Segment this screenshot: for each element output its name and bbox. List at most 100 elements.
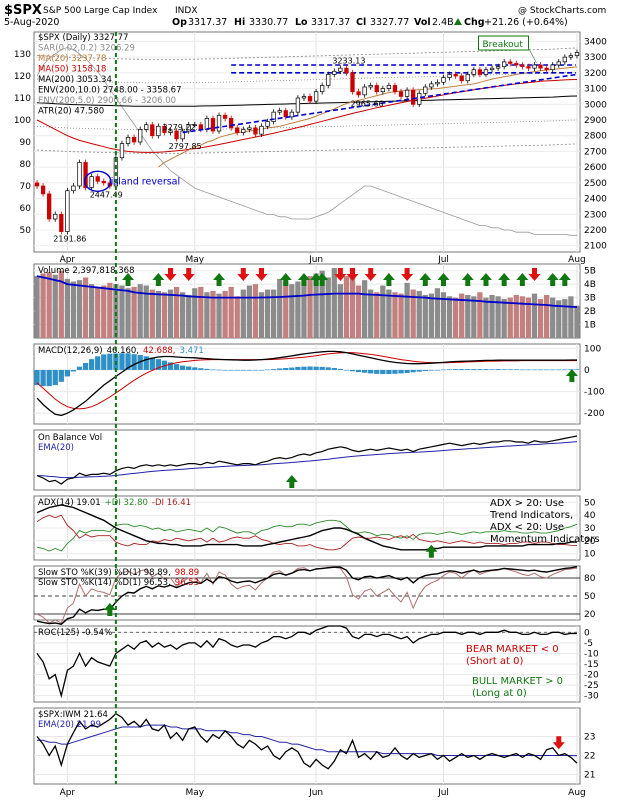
macd-legend-2: 42.688, xyxy=(143,346,175,356)
candle-body xyxy=(562,56,567,63)
atr-tick-label-4: 90 xyxy=(20,138,32,148)
price-legend-7: ATR(20) 47.580 xyxy=(38,107,104,117)
volume-bar xyxy=(343,276,350,338)
roc-tick-label-4: -20 xyxy=(584,671,599,681)
vol-value: 2.4B xyxy=(432,17,454,28)
ratio-tick-label-2: 23 xyxy=(584,733,595,743)
atr-tick-label-6: 110 xyxy=(14,94,31,104)
candle-body xyxy=(435,81,440,85)
volume-bar xyxy=(392,292,398,338)
macd-line xyxy=(36,350,577,417)
macd-hist-bar xyxy=(252,369,259,371)
bottom-month-label-4: Aug xyxy=(568,788,586,798)
price-legend-6: ENV(200,5.0) 2900.66 - 3206.00 xyxy=(38,96,176,106)
candle-body xyxy=(465,74,470,82)
up-triangle-icon xyxy=(454,18,462,25)
macd-signal-line xyxy=(36,352,577,410)
month-label-1: May xyxy=(185,255,204,265)
macd-hist-bar xyxy=(149,357,155,370)
candle-body xyxy=(441,77,446,83)
price-panel xyxy=(33,31,581,253)
volume-arrow-0 xyxy=(122,273,135,286)
candle-body xyxy=(289,111,294,118)
sto-legend-0: Slow STO %K(39) %D(1) 98.89, xyxy=(38,568,171,578)
macd-hist-bar xyxy=(76,366,83,370)
volume-bar xyxy=(410,289,416,338)
candle-body xyxy=(392,85,398,93)
candle-body xyxy=(411,89,416,105)
macd-hist-bar xyxy=(301,366,307,370)
volume-bar xyxy=(64,278,70,338)
candle-body xyxy=(265,121,270,127)
sma20-line xyxy=(158,66,578,168)
roc-tick-label-3: -15 xyxy=(584,660,599,670)
volume-bar xyxy=(428,293,434,338)
macd-hist-bar xyxy=(34,369,40,386)
volume-arrow-7 xyxy=(279,273,292,286)
volume-arrow-4 xyxy=(213,273,226,286)
macd-hist-bar xyxy=(264,369,271,371)
open-label: Op xyxy=(172,17,187,28)
candle-body xyxy=(526,66,531,69)
price-tick-label-4: 2500 xyxy=(584,179,607,189)
roc-note-2: BULL MARKET > 0 xyxy=(472,676,563,687)
volume-arrow-6 xyxy=(255,268,268,281)
macd-hist-bar xyxy=(107,353,113,370)
candle-body xyxy=(344,67,349,74)
volume-bar xyxy=(167,289,174,338)
chg-label: Chg xyxy=(464,17,485,28)
macd-hist-bar xyxy=(295,366,301,370)
candle-body xyxy=(192,124,197,127)
adx-tick-label-0: 10 xyxy=(584,550,596,560)
volume-bar xyxy=(513,294,519,338)
volume-arrow-12 xyxy=(346,268,359,281)
price-legend-5: ENV(200,10.0) 2748.00 - 3358.67 xyxy=(38,86,182,96)
macd-hist-bar xyxy=(216,369,222,371)
macd-hist-bar xyxy=(574,369,580,370)
macd-hist-bar xyxy=(222,369,228,371)
candle-body xyxy=(156,125,161,137)
ratio-line xyxy=(36,712,578,770)
obv-legend-0: On Balance Vol xyxy=(38,433,102,443)
macd-hist-bar xyxy=(319,366,325,370)
volume-bar xyxy=(246,285,252,338)
price-tick-label-1: 2200 xyxy=(584,226,607,236)
candle-body xyxy=(471,69,476,75)
volume-bar xyxy=(301,277,307,338)
volume-bar xyxy=(398,293,404,338)
sto39-line xyxy=(36,566,578,625)
candle-body xyxy=(307,96,313,102)
candle-body xyxy=(538,64,543,69)
obv-ema-line xyxy=(36,441,578,479)
chart-layer: 2100220023002400250026002700280029003000… xyxy=(14,31,607,798)
atr-tick-label-5: 100 xyxy=(14,116,31,126)
candle-body xyxy=(574,52,580,56)
obv-panel xyxy=(33,429,581,491)
sto14-line xyxy=(36,566,578,624)
volume-arrow-23 xyxy=(546,273,559,286)
high-value: 3330.77 xyxy=(249,17,288,28)
atr-line xyxy=(36,46,577,236)
candle-body xyxy=(198,124,203,130)
volume-bar xyxy=(228,286,234,338)
volume-bar xyxy=(337,284,343,338)
macd-hist-bar xyxy=(234,369,240,371)
macd-hist-bar xyxy=(137,355,143,370)
volume-bar xyxy=(46,272,52,338)
price-tick-label-2: 2300 xyxy=(584,210,607,220)
volume-arrow-1 xyxy=(152,273,165,286)
volume-bar xyxy=(101,285,107,338)
adx-note-2: ADX < 20: Use xyxy=(490,522,564,533)
island-reversal-label: island reversal xyxy=(111,176,180,187)
adx-arrow-0 xyxy=(425,544,438,558)
macd-hist-bar xyxy=(95,356,101,370)
candle-body xyxy=(417,92,422,105)
atr-tick-label-2: 70 xyxy=(20,182,32,192)
volume-bar xyxy=(131,286,137,338)
adx-note-3: Momentum Indicators xyxy=(490,534,600,545)
sto-tick-label-2: 80 xyxy=(584,574,596,584)
atr-tick-label-0: 50 xyxy=(20,226,32,236)
price-tick-label-6: 2700 xyxy=(584,147,607,157)
macd-hist-bar xyxy=(355,369,362,373)
volume-tick-label-2: 3B xyxy=(584,294,596,304)
